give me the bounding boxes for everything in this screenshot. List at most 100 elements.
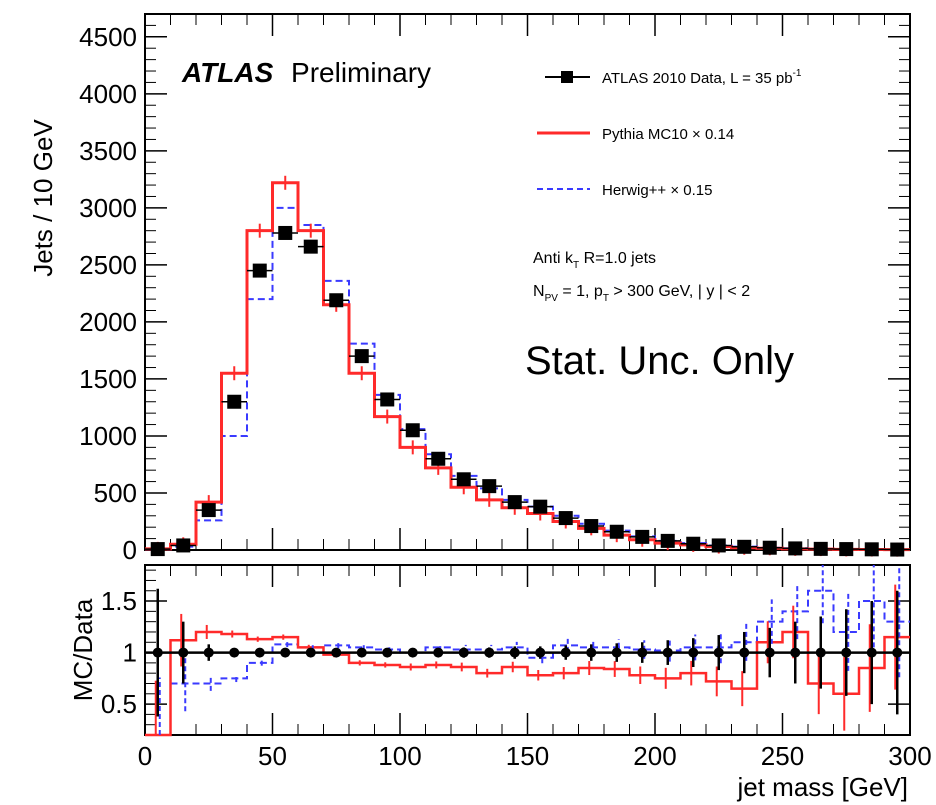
atlas-brand-preliminary: Preliminary bbox=[291, 57, 431, 88]
main-y-tick-label: 3500 bbox=[79, 136, 137, 166]
data-point-marker bbox=[278, 225, 293, 240]
jet-algorithm-label: Anti kT R=1.0 jets bbox=[533, 250, 656, 271]
data-point-marker bbox=[303, 239, 318, 254]
data-ratio-marker bbox=[382, 647, 393, 658]
ratio-y-axis-title: MC/Data bbox=[68, 598, 98, 701]
data-ratio-marker bbox=[203, 647, 214, 658]
data-point-marker bbox=[150, 542, 165, 557]
data-ratio-marker bbox=[254, 647, 265, 658]
data-point-marker bbox=[227, 394, 242, 409]
data-ratio-marker bbox=[662, 647, 673, 658]
data-ratio-marker bbox=[484, 647, 495, 658]
legend-data-label: ATLAS 2010 Data, L = 35 pb-1 bbox=[602, 68, 802, 87]
data-ratio-marker bbox=[892, 647, 903, 658]
main-y-axis-title: Jets / 10 GeV bbox=[28, 119, 58, 277]
data-ratio-marker bbox=[586, 647, 597, 658]
main-y-tick-label: 4000 bbox=[79, 79, 137, 109]
data-point-marker bbox=[890, 542, 905, 557]
data-ratio-marker bbox=[356, 647, 367, 658]
data-point-marker bbox=[252, 263, 267, 278]
data-point-marker bbox=[711, 538, 726, 553]
main-y-tick-label: 2500 bbox=[79, 250, 137, 280]
pythia-ratio-line bbox=[145, 630, 910, 737]
legend-herwig-label: Herwig++ × 0.15 bbox=[602, 182, 713, 199]
algo-sub: T bbox=[573, 260, 579, 271]
data-ratio-marker bbox=[178, 647, 189, 658]
legend-entry-pythia: Pythia MC10 × 0.14 bbox=[537, 126, 734, 143]
x-tick-label: 200 bbox=[633, 741, 676, 771]
data-ratio-marker bbox=[229, 647, 240, 658]
sel-n-sub: PV bbox=[545, 293, 559, 304]
data-ratio-marker bbox=[407, 647, 418, 658]
data-point-marker bbox=[813, 541, 828, 556]
data-ratio-marker bbox=[611, 647, 622, 658]
data-ratio-marker bbox=[841, 647, 852, 658]
sel-n: N bbox=[533, 283, 545, 300]
main-y-tick-label: 2000 bbox=[79, 307, 137, 337]
main-y-tick-label: 500 bbox=[94, 478, 137, 508]
legend-pythia-label: Pythia MC10 × 0.14 bbox=[602, 126, 734, 143]
data-ratio-marker bbox=[458, 647, 469, 658]
data-ratio-marker bbox=[535, 647, 546, 658]
data-point-marker bbox=[482, 479, 497, 494]
data-ratio-marker bbox=[280, 647, 291, 658]
data-point-marker bbox=[864, 542, 879, 557]
atlas-brand: ATLAS Preliminary bbox=[181, 57, 431, 88]
x-tick-label: 300 bbox=[888, 741, 931, 771]
main-y-tick-label: 1500 bbox=[79, 364, 137, 394]
ratio-y-tick-label: 1.5 bbox=[101, 586, 137, 616]
data-ratio-marker bbox=[152, 647, 163, 658]
data-point-marker bbox=[762, 540, 777, 555]
legend-data-label-main: ATLAS 2010 Data, L = 35 pb bbox=[602, 70, 793, 87]
main-plot-frame bbox=[144, 13, 911, 551]
event-selection-label: NPV = 1, pT > 300 GeV, | y | < 2 bbox=[533, 283, 750, 304]
atlas-brand-bold: ATLAS bbox=[181, 57, 274, 88]
x-tick-label: 0 bbox=[138, 741, 152, 771]
data-point-marker bbox=[584, 519, 599, 534]
data-point-marker bbox=[201, 503, 216, 518]
data-ratio-marker bbox=[433, 647, 444, 658]
ratio-y-tick-label: 1 bbox=[123, 638, 137, 668]
legend-data-label-sup: -1 bbox=[793, 68, 802, 79]
x-tick-label: 150 bbox=[506, 741, 549, 771]
data-point-marker bbox=[533, 499, 548, 514]
ratio-plot-panel: 0.5 1 1.5 0 50 100 150 200 250 300 MC/Data jet m… bbox=[68, 564, 932, 802]
x-axis-title: jet mass [GeV] bbox=[737, 772, 909, 802]
data-ratio-marker bbox=[688, 647, 699, 658]
data-point-marker bbox=[380, 392, 395, 407]
data-ratio-marker bbox=[815, 647, 826, 658]
main-series-layer bbox=[145, 175, 910, 557]
data-ratio-marker bbox=[764, 647, 775, 658]
data-point-marker bbox=[609, 524, 624, 539]
x-tick-label: 100 bbox=[378, 741, 421, 771]
data-point-marker bbox=[507, 495, 522, 510]
legend-data-marker bbox=[561, 71, 573, 83]
main-y-tick-label: 4500 bbox=[79, 22, 137, 52]
main-y-tick-label: 3000 bbox=[79, 193, 137, 223]
sel-mid: = 1, p bbox=[558, 283, 603, 300]
data-ratio-marker bbox=[331, 647, 342, 658]
data-point-marker bbox=[737, 539, 752, 554]
legend-entry-herwig: Herwig++ × 0.15 bbox=[537, 182, 713, 199]
legend-entry-data: ATLAS 2010 Data, L = 35 pb-1 bbox=[545, 68, 802, 87]
data-point-marker bbox=[839, 542, 854, 557]
data-point-marker bbox=[431, 451, 446, 466]
sel-pt-sub: T bbox=[603, 293, 609, 304]
main-y-tick-label: 1000 bbox=[79, 421, 137, 451]
data-point-marker bbox=[354, 349, 369, 364]
data-ratio-marker bbox=[790, 647, 801, 658]
data-point-marker bbox=[456, 472, 471, 487]
data-point-marker bbox=[660, 533, 675, 548]
sel-rest: > 300 GeV, | y | < 2 bbox=[609, 283, 750, 300]
data-point-marker bbox=[329, 293, 344, 308]
data-ratio-marker bbox=[739, 647, 750, 658]
data-ratio-marker bbox=[560, 647, 571, 658]
main-y-tick-label: 0 bbox=[123, 535, 137, 565]
data-point-marker bbox=[405, 423, 420, 438]
ratio-x-axis: 0 50 100 150 200 250 300 bbox=[138, 565, 932, 771]
main-y-axis: 0 500 1000 1500 2000 2500 3000 3500 4000 4500 bbox=[79, 22, 910, 565]
data-point-marker bbox=[635, 529, 650, 544]
data-ratio-marker bbox=[509, 647, 520, 658]
stat-uncertainty-note: Stat. Unc. Only bbox=[525, 339, 794, 383]
